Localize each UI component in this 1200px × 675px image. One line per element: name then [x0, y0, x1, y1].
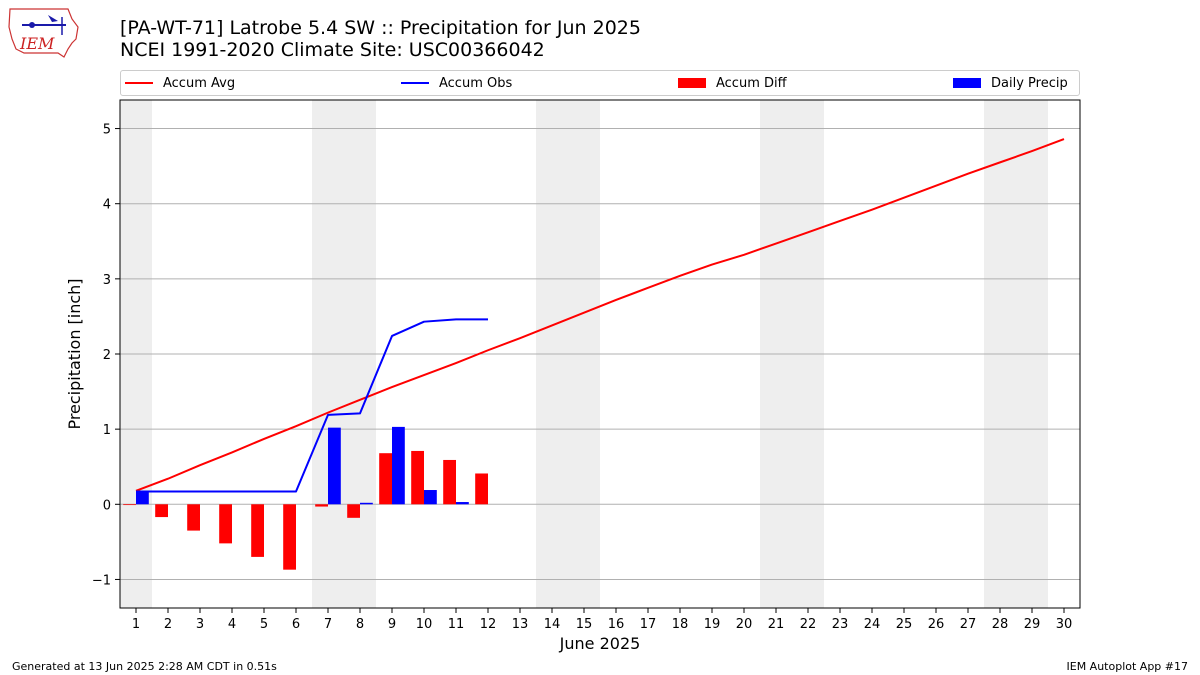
y-tick-label: 5 [103, 123, 111, 138]
x-tick-label: 6 [292, 617, 300, 632]
x-tick-label: 27 [960, 617, 977, 632]
x-tick-label: 11 [448, 617, 465, 632]
y-tick-label: −1 [92, 573, 111, 588]
daily-precip-bar [392, 426, 405, 505]
x-tick-label: 14 [544, 617, 561, 632]
x-tick-label: 3 [196, 617, 204, 632]
legend-item-accum-diff: Accum Diff [678, 71, 787, 95]
y-axis-label: Precipitation [inch] [65, 278, 84, 429]
x-tick-label: 9 [388, 617, 396, 632]
x-tick-label: 24 [864, 617, 881, 632]
iem-logo: IEM [8, 8, 79, 58]
x-tick-label: 17 [640, 617, 657, 632]
accum-diff-bar [443, 459, 456, 505]
app-credit: IEM Autoplot App #17 [1066, 660, 1189, 673]
accum-diff-bar [347, 504, 360, 518]
x-tick-label: 19 [704, 617, 721, 632]
x-tick-label: 13 [512, 617, 529, 632]
accum-diff-bar [219, 504, 232, 544]
accum-diff-bar [411, 450, 424, 505]
accum-avg-line [135, 138, 1065, 492]
y-tick-label: 2 [103, 348, 111, 363]
x-tick-label: 28 [992, 617, 1009, 632]
daily-precip-bar [424, 490, 437, 505]
x-tick-label: 18 [672, 617, 689, 632]
x-tick-label: 23 [832, 617, 849, 632]
x-tick-label: 7 [324, 617, 332, 632]
y-tick-label: 4 [103, 198, 111, 213]
x-axis-label: June 2025 [559, 634, 641, 653]
x-tick-label: 10 [416, 617, 433, 632]
chart-subtitle: NCEI 1991-2020 Climate Site: USC00366042 [120, 39, 545, 61]
x-tick-label: 1 [132, 617, 140, 632]
legend-label: Accum Diff [716, 75, 787, 91]
accum-diff-bar [283, 504, 296, 570]
y-tick-label: 0 [103, 498, 111, 513]
legend-swatch [125, 82, 153, 84]
x-tick-label: 21 [768, 617, 785, 632]
x-tick-label: 2 [164, 617, 172, 632]
x-tick-label: 16 [608, 617, 625, 632]
legend-label: Accum Avg [163, 75, 236, 91]
accum-diff-bar [187, 504, 200, 531]
x-tick-label: 25 [896, 617, 913, 632]
legend-item-daily-precip: Daily Precip [953, 71, 1068, 95]
legend-item-accum-avg: Accum Avg [125, 71, 235, 95]
chart-title: [PA-WT-71] Latrobe 5.4 SW :: Precipitati… [120, 17, 641, 39]
daily-precip-bar [456, 502, 469, 505]
x-tick-label: 22 [800, 617, 817, 632]
x-tick-label: 15 [576, 617, 593, 632]
legend-label: Accum Obs [439, 75, 513, 91]
x-tick-label: 29 [1024, 617, 1041, 632]
daily-precip-bar [136, 491, 149, 505]
y-tick-label: 1 [103, 423, 111, 438]
legend-swatch [678, 78, 706, 88]
y-tick-label: 3 [103, 273, 111, 288]
daily-precip-bar [328, 427, 341, 505]
x-tick-label: 8 [356, 617, 364, 632]
legend-swatch [401, 82, 429, 84]
accum-diff-bar [379, 453, 392, 505]
svg-text:IEM: IEM [19, 34, 55, 53]
accum-obs-line [136, 318, 488, 493]
x-tick-label: 30 [1056, 617, 1073, 632]
legend-swatch [953, 78, 981, 88]
x-tick-label: 20 [736, 617, 753, 632]
accum-diff-bar [123, 504, 136, 506]
x-tick-label: 4 [228, 617, 236, 632]
accum-diff-bar [251, 504, 264, 557]
accum-diff-bar [475, 473, 488, 505]
generated-note: Generated at 13 Jun 2025 2:28 AM CDT in … [12, 660, 277, 673]
x-tick-label: 26 [928, 617, 945, 632]
legend-item-accum-obs: Accum Obs [401, 71, 512, 95]
legend: Accum Avg Accum Obs Accum Diff Daily Pre… [120, 70, 1080, 96]
accum-diff-bar [155, 504, 168, 518]
x-tick-label: 5 [260, 617, 268, 632]
daily-precip-bar [360, 502, 373, 505]
legend-label: Daily Precip [991, 75, 1068, 91]
accum-diff-bar [315, 504, 328, 507]
x-tick-label: 12 [480, 617, 497, 632]
